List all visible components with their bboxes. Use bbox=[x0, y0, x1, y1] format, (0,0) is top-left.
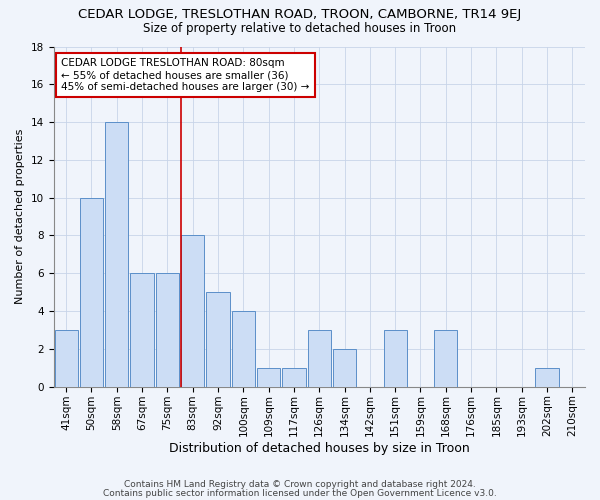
Bar bbox=[383, 330, 407, 386]
Bar bbox=[308, 330, 331, 386]
Bar bbox=[535, 368, 559, 386]
Bar bbox=[105, 122, 128, 386]
Bar bbox=[257, 368, 280, 386]
Text: CEDAR LODGE, TRESLOTHAN ROAD, TROON, CAMBORNE, TR14 9EJ: CEDAR LODGE, TRESLOTHAN ROAD, TROON, CAM… bbox=[79, 8, 521, 21]
Bar bbox=[80, 198, 103, 386]
Bar bbox=[232, 311, 255, 386]
Bar bbox=[55, 330, 78, 386]
Bar bbox=[283, 368, 305, 386]
Bar bbox=[206, 292, 230, 386]
Bar bbox=[333, 349, 356, 387]
Text: CEDAR LODGE TRESLOTHAN ROAD: 80sqm
← 55% of detached houses are smaller (36)
45%: CEDAR LODGE TRESLOTHAN ROAD: 80sqm ← 55%… bbox=[61, 58, 310, 92]
Bar bbox=[181, 236, 205, 386]
Text: Size of property relative to detached houses in Troon: Size of property relative to detached ho… bbox=[143, 22, 457, 35]
Text: Contains public sector information licensed under the Open Government Licence v3: Contains public sector information licen… bbox=[103, 488, 497, 498]
Bar bbox=[156, 274, 179, 386]
X-axis label: Distribution of detached houses by size in Troon: Distribution of detached houses by size … bbox=[169, 442, 470, 455]
Text: Contains HM Land Registry data © Crown copyright and database right 2024.: Contains HM Land Registry data © Crown c… bbox=[124, 480, 476, 489]
Y-axis label: Number of detached properties: Number of detached properties bbox=[15, 129, 25, 304]
Bar bbox=[434, 330, 457, 386]
Bar bbox=[130, 274, 154, 386]
